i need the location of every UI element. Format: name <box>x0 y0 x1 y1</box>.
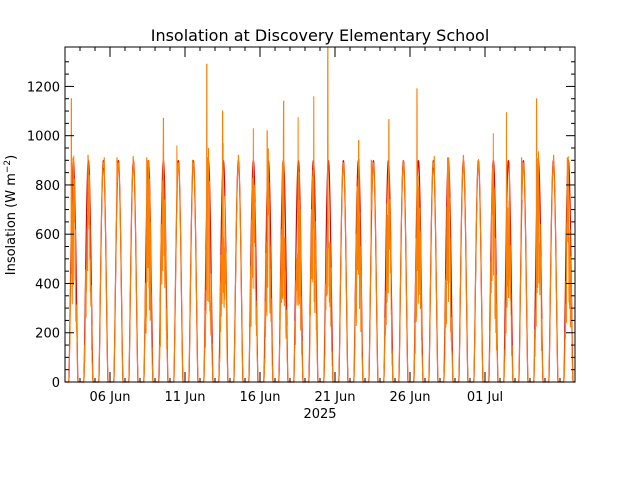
x-axis: 06 Jun 11 Jun 16 Jun 21 Jun 26 Jun 01 Jul <box>64 47 576 405</box>
y-tick-label: 1000 <box>27 130 60 145</box>
plot-area: 0 200 400 600 800 1000 1200 06 Jun 11 Jun 16 Jun… <box>27 46 576 405</box>
x-tick-label: 01 Jul <box>467 390 503 405</box>
y-tick-label: 400 <box>35 277 60 292</box>
y-tick-label: 0 <box>52 376 60 391</box>
chart-title: Insolation at Discovery Elementary Schoo… <box>151 26 490 45</box>
y-axis-label-superscript: −2 <box>3 160 13 173</box>
y-axis-label-main: Insolation (W m <box>4 173 19 275</box>
y-tick-label: 1200 <box>27 80 60 95</box>
y-tick-label: 600 <box>35 228 60 243</box>
plot-frame <box>64 46 576 383</box>
y-tick-label: 200 <box>35 327 60 342</box>
y-axis: 0 200 400 600 800 1000 1200 <box>27 61 575 391</box>
y-axis-label: Insolation (W m−2) <box>3 155 19 276</box>
series-clear-sky <box>65 160 575 383</box>
series-measured <box>65 46 575 383</box>
x-tick-label: 16 Jun <box>240 390 281 405</box>
x-tick-label: 11 Jun <box>165 390 206 405</box>
clear-sky-line <box>65 160 575 383</box>
measured-insolation-line <box>65 46 575 383</box>
x-tick-label: 26 Jun <box>390 390 431 405</box>
x-axis-year-label: 2025 <box>303 407 336 422</box>
x-tick-label: 21 Jun <box>315 390 356 405</box>
y-tick-label: 800 <box>35 179 60 194</box>
x-tick-label: 06 Jun <box>90 390 131 405</box>
y-axis-label-close: ) <box>4 155 19 160</box>
